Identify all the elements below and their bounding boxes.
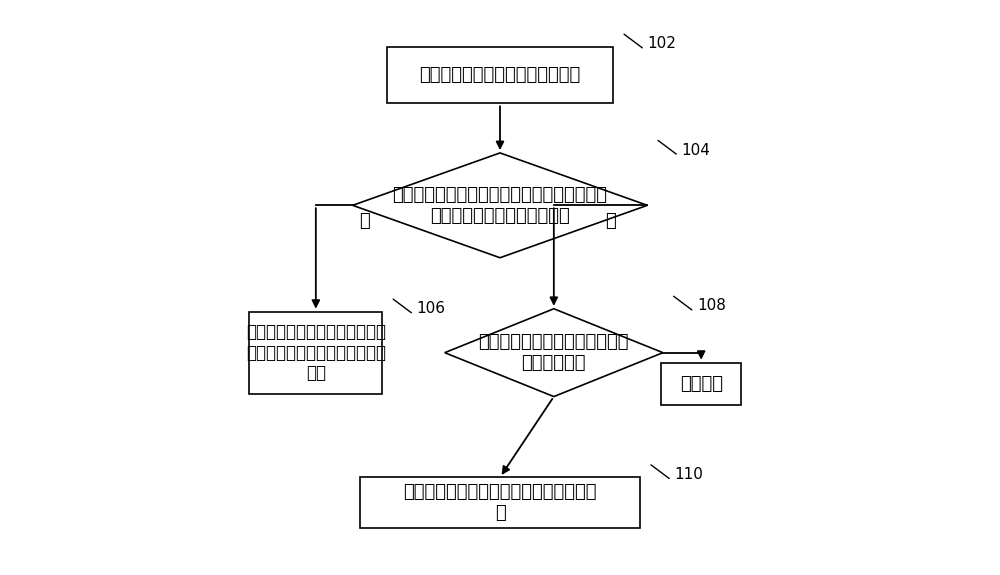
Text: 104: 104 [681,143,710,158]
FancyBboxPatch shape [661,363,741,405]
Text: 108: 108 [697,298,726,313]
FancyBboxPatch shape [249,312,382,394]
Text: 采集目标靶点位置处的生物电信号: 采集目标靶点位置处的生物电信号 [419,66,581,84]
Text: 否: 否 [605,212,616,230]
Text: 110: 110 [674,467,703,482]
FancyBboxPatch shape [360,477,640,528]
Text: 不做处理: 不做处理 [680,375,723,393]
Polygon shape [353,153,647,258]
Text: 基于第一类检测算法识别采集到的生物电信号
是否满足触发刺激的约束条件: 基于第一类检测算法识别采集到的生物电信号 是否满足触发刺激的约束条件 [392,186,608,225]
Text: 对目标靶点位置释放刺激信号，
并记录与本次刺激相关的第一类
信息: 对目标靶点位置释放刺激信号， 并记录与本次刺激相关的第一类 信息 [246,323,386,382]
Text: 106: 106 [416,301,445,316]
FancyBboxPatch shape [387,47,613,104]
Text: 记录与异常的生物电信号相关的第二类信
息: 记录与异常的生物电信号相关的第二类信 息 [403,484,597,522]
Polygon shape [445,309,663,397]
Text: 基于第二类检测算法判断生物电
信号是否异常: 基于第二类检测算法判断生物电 信号是否异常 [479,334,629,372]
Text: 是: 是 [359,212,370,230]
Text: 102: 102 [647,36,676,51]
